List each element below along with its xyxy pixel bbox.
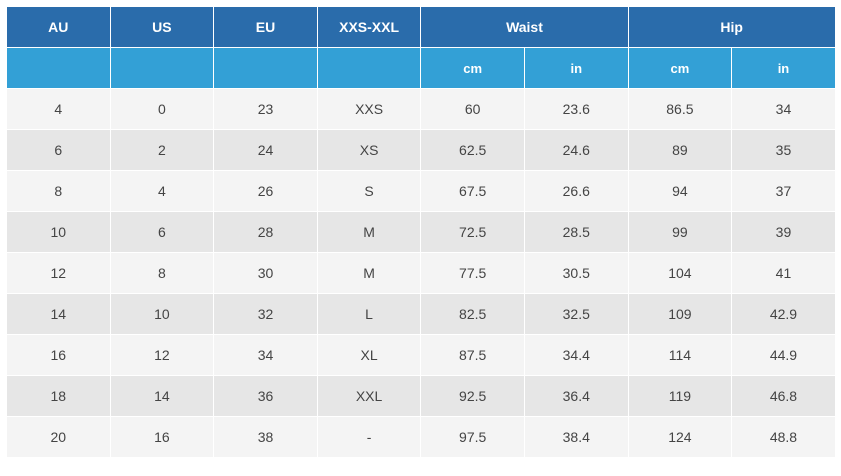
table-row: 10 6 28 M 72.5 28.5 99 39 bbox=[6, 211, 836, 253]
cell-us: 6 bbox=[109, 211, 215, 253]
cell-hip-in: 48.8 bbox=[731, 416, 836, 458]
table-row: 16 12 34 XL 87.5 34.4 114 44.9 bbox=[6, 334, 836, 376]
table-row: 4 0 23 XXS 60 23.6 86.5 34 bbox=[6, 88, 836, 130]
unit-header-hip-in: in bbox=[731, 47, 836, 89]
cell-eu: 28 bbox=[213, 211, 318, 253]
cell-size: - bbox=[316, 416, 422, 458]
table-row: 18 14 36 XXL 92.5 36.4 119 46.8 bbox=[6, 375, 836, 417]
cell-size: M bbox=[316, 252, 422, 294]
table-row: 12 8 30 M 77.5 30.5 104 41 bbox=[6, 252, 836, 294]
unit-header-au bbox=[6, 47, 111, 89]
cell-au: 6 bbox=[6, 129, 111, 171]
cell-us: 8 bbox=[109, 252, 215, 294]
table-row: 8 4 26 S 67.5 26.6 94 37 bbox=[6, 170, 836, 212]
cell-hip-in: 41 bbox=[731, 252, 836, 294]
col-header-waist: Waist bbox=[420, 6, 629, 48]
cell-hip-in: 35 bbox=[731, 129, 836, 171]
size-table: AU US EU XXS-XXL Waist Hip cm in cm in 4 bbox=[6, 6, 836, 458]
cell-eu: 30 bbox=[213, 252, 318, 294]
cell-eu: 32 bbox=[213, 293, 318, 335]
cell-hip-in: 44.9 bbox=[731, 334, 836, 376]
cell-eu: 24 bbox=[213, 129, 318, 171]
cell-au: 12 bbox=[6, 252, 111, 294]
cell-eu: 34 bbox=[213, 334, 318, 376]
cell-size: XXL bbox=[316, 375, 422, 417]
cell-us: 12 bbox=[109, 334, 215, 376]
cell-hip-cm: 94 bbox=[627, 170, 733, 212]
unit-header-eu bbox=[213, 47, 318, 89]
cell-waist-in: 24.6 bbox=[523, 129, 629, 171]
cell-au: 8 bbox=[6, 170, 111, 212]
cell-us: 10 bbox=[109, 293, 215, 335]
cell-hip-in: 37 bbox=[731, 170, 836, 212]
cell-waist-cm: 92.5 bbox=[420, 375, 525, 417]
cell-eu: 26 bbox=[213, 170, 318, 212]
cell-hip-cm: 119 bbox=[627, 375, 733, 417]
cell-hip-cm: 99 bbox=[627, 211, 733, 253]
table-row: 14 10 32 L 82.5 32.5 109 42.9 bbox=[6, 293, 836, 335]
cell-au: 16 bbox=[6, 334, 111, 376]
cell-au: 18 bbox=[6, 375, 111, 417]
col-header-eu: EU bbox=[213, 6, 318, 48]
cell-waist-in: 34.4 bbox=[523, 334, 629, 376]
cell-hip-in: 42.9 bbox=[731, 293, 836, 335]
cell-waist-cm: 60 bbox=[420, 88, 525, 130]
cell-hip-cm: 109 bbox=[627, 293, 733, 335]
size-chart: AU US EU XXS-XXL Waist Hip cm in cm in 4 bbox=[6, 6, 836, 458]
cell-au: 10 bbox=[6, 211, 111, 253]
cell-eu: 23 bbox=[213, 88, 318, 130]
col-header-xxs-xxl: XXS-XXL bbox=[316, 6, 422, 48]
cell-waist-cm: 87.5 bbox=[420, 334, 525, 376]
cell-waist-cm: 72.5 bbox=[420, 211, 525, 253]
col-header-hip: Hip bbox=[627, 6, 836, 48]
cell-eu: 38 bbox=[213, 416, 318, 458]
cell-us: 14 bbox=[109, 375, 215, 417]
cell-us: 0 bbox=[109, 88, 215, 130]
cell-hip-cm: 86.5 bbox=[627, 88, 733, 130]
cell-waist-cm: 62.5 bbox=[420, 129, 525, 171]
cell-us: 16 bbox=[109, 416, 215, 458]
cell-eu: 36 bbox=[213, 375, 318, 417]
cell-hip-in: 34 bbox=[731, 88, 836, 130]
cell-waist-in: 26.6 bbox=[523, 170, 629, 212]
table-row: 20 16 38 - 97.5 38.4 124 48.8 bbox=[6, 416, 836, 458]
unit-header-waist-cm: cm bbox=[420, 47, 525, 89]
cell-size: L bbox=[316, 293, 422, 335]
table-row: 6 2 24 XS 62.5 24.6 89 35 bbox=[6, 129, 836, 171]
unit-header-hip-cm: cm bbox=[627, 47, 733, 89]
cell-hip-cm: 114 bbox=[627, 334, 733, 376]
cell-size: XS bbox=[316, 129, 422, 171]
cell-waist-in: 30.5 bbox=[523, 252, 629, 294]
cell-size: M bbox=[316, 211, 422, 253]
unit-header-us bbox=[109, 47, 215, 89]
cell-waist-cm: 67.5 bbox=[420, 170, 525, 212]
cell-size: S bbox=[316, 170, 422, 212]
cell-au: 20 bbox=[6, 416, 111, 458]
cell-us: 4 bbox=[109, 170, 215, 212]
cell-size: XL bbox=[316, 334, 422, 376]
cell-waist-in: 23.6 bbox=[523, 88, 629, 130]
cell-waist-in: 38.4 bbox=[523, 416, 629, 458]
cell-size: XXS bbox=[316, 88, 422, 130]
cell-hip-in: 46.8 bbox=[731, 375, 836, 417]
col-header-au: AU bbox=[6, 6, 111, 48]
header-row-top: AU US EU XXS-XXL Waist Hip bbox=[6, 6, 836, 48]
col-header-us: US bbox=[109, 6, 215, 48]
cell-hip-cm: 89 bbox=[627, 129, 733, 171]
cell-hip-cm: 124 bbox=[627, 416, 733, 458]
cell-waist-cm: 97.5 bbox=[420, 416, 525, 458]
cell-au: 4 bbox=[6, 88, 111, 130]
cell-waist-cm: 77.5 bbox=[420, 252, 525, 294]
cell-waist-in: 32.5 bbox=[523, 293, 629, 335]
unit-header-waist-in: in bbox=[523, 47, 629, 89]
cell-waist-cm: 82.5 bbox=[420, 293, 525, 335]
cell-waist-in: 36.4 bbox=[523, 375, 629, 417]
cell-hip-in: 39 bbox=[731, 211, 836, 253]
cell-hip-cm: 104 bbox=[627, 252, 733, 294]
cell-waist-in: 28.5 bbox=[523, 211, 629, 253]
cell-au: 14 bbox=[6, 293, 111, 335]
header-row-units: cm in cm in bbox=[6, 47, 836, 89]
cell-us: 2 bbox=[109, 129, 215, 171]
unit-header-xxs-xxl bbox=[316, 47, 422, 89]
